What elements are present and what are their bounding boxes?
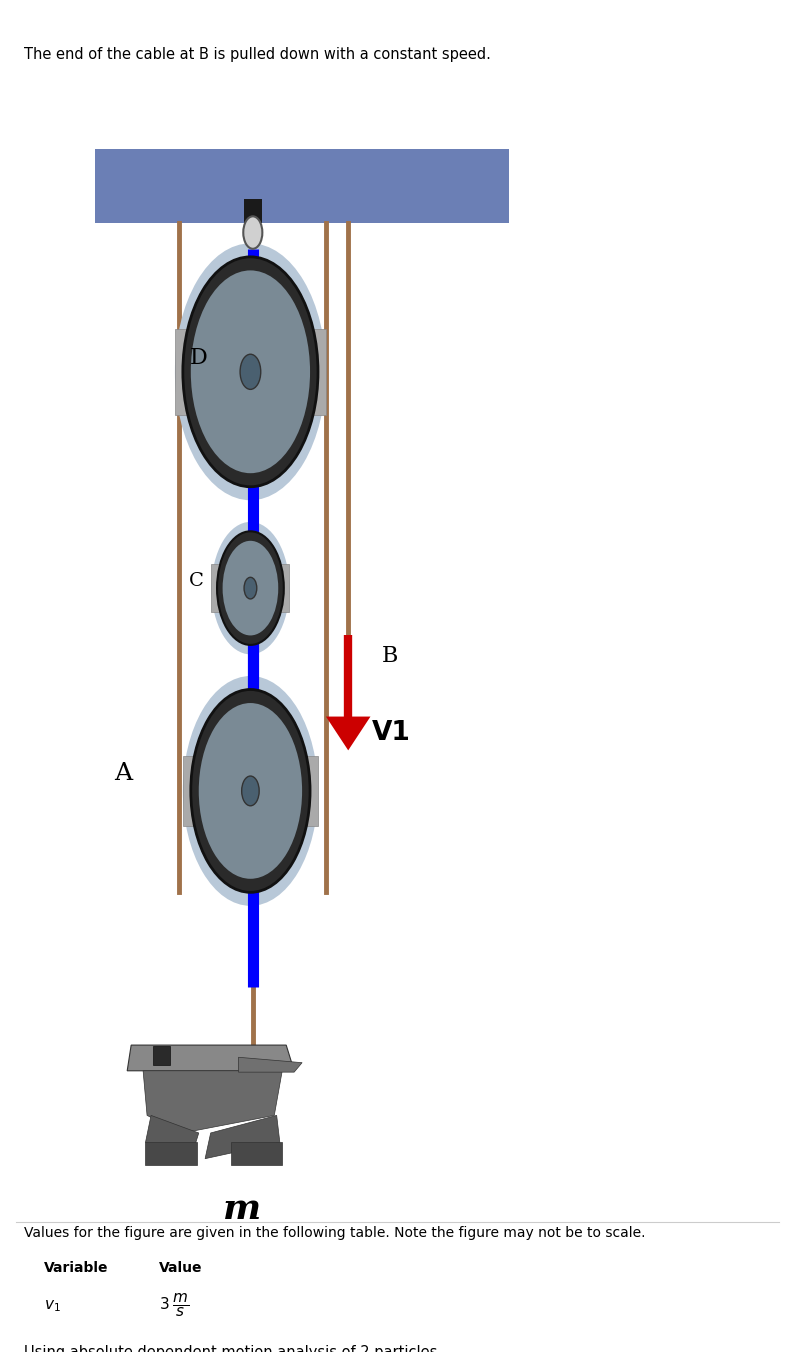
Circle shape [223,541,278,635]
Circle shape [175,243,326,500]
Circle shape [183,257,318,487]
Polygon shape [326,717,370,750]
FancyBboxPatch shape [310,329,326,415]
FancyBboxPatch shape [95,149,509,223]
Circle shape [191,270,310,473]
Text: B: B [382,645,398,667]
Circle shape [183,676,318,906]
FancyBboxPatch shape [278,564,289,612]
FancyBboxPatch shape [145,1142,197,1165]
Text: m: m [223,1192,262,1226]
Circle shape [243,216,262,249]
Text: Values for the figure are given in the following table. Note the figure may not : Values for the figure are given in the f… [24,1226,646,1240]
Polygon shape [127,1045,294,1071]
Polygon shape [238,1057,302,1072]
Text: $v_1$: $v_1$ [44,1298,60,1314]
Circle shape [191,690,310,892]
Text: Value: Value [159,1261,203,1275]
FancyBboxPatch shape [244,199,262,223]
Text: V1: V1 [372,719,411,746]
FancyBboxPatch shape [175,329,191,415]
Circle shape [242,776,259,806]
Text: $3 \; \dfrac{m}{s}$: $3 \; \dfrac{m}{s}$ [159,1293,190,1320]
Polygon shape [145,1115,199,1159]
FancyBboxPatch shape [183,756,199,826]
FancyBboxPatch shape [231,1142,282,1165]
Circle shape [244,577,257,599]
Text: C: C [189,572,204,591]
FancyBboxPatch shape [302,756,318,826]
Text: A: A [114,761,132,786]
FancyBboxPatch shape [153,1046,170,1065]
Text: The end of the cable at B is pulled down with a constant speed.: The end of the cable at B is pulled down… [24,47,491,62]
Polygon shape [143,1071,282,1133]
Polygon shape [205,1115,280,1159]
Circle shape [217,531,284,645]
Circle shape [240,354,261,389]
Circle shape [199,703,302,879]
Text: Variable: Variable [44,1261,108,1275]
FancyBboxPatch shape [211,564,223,612]
Text: Using absolute dependent motion analysis of 2 particles,: Using absolute dependent motion analysis… [24,1345,442,1352]
Text: D: D [190,347,207,369]
Circle shape [211,522,289,654]
